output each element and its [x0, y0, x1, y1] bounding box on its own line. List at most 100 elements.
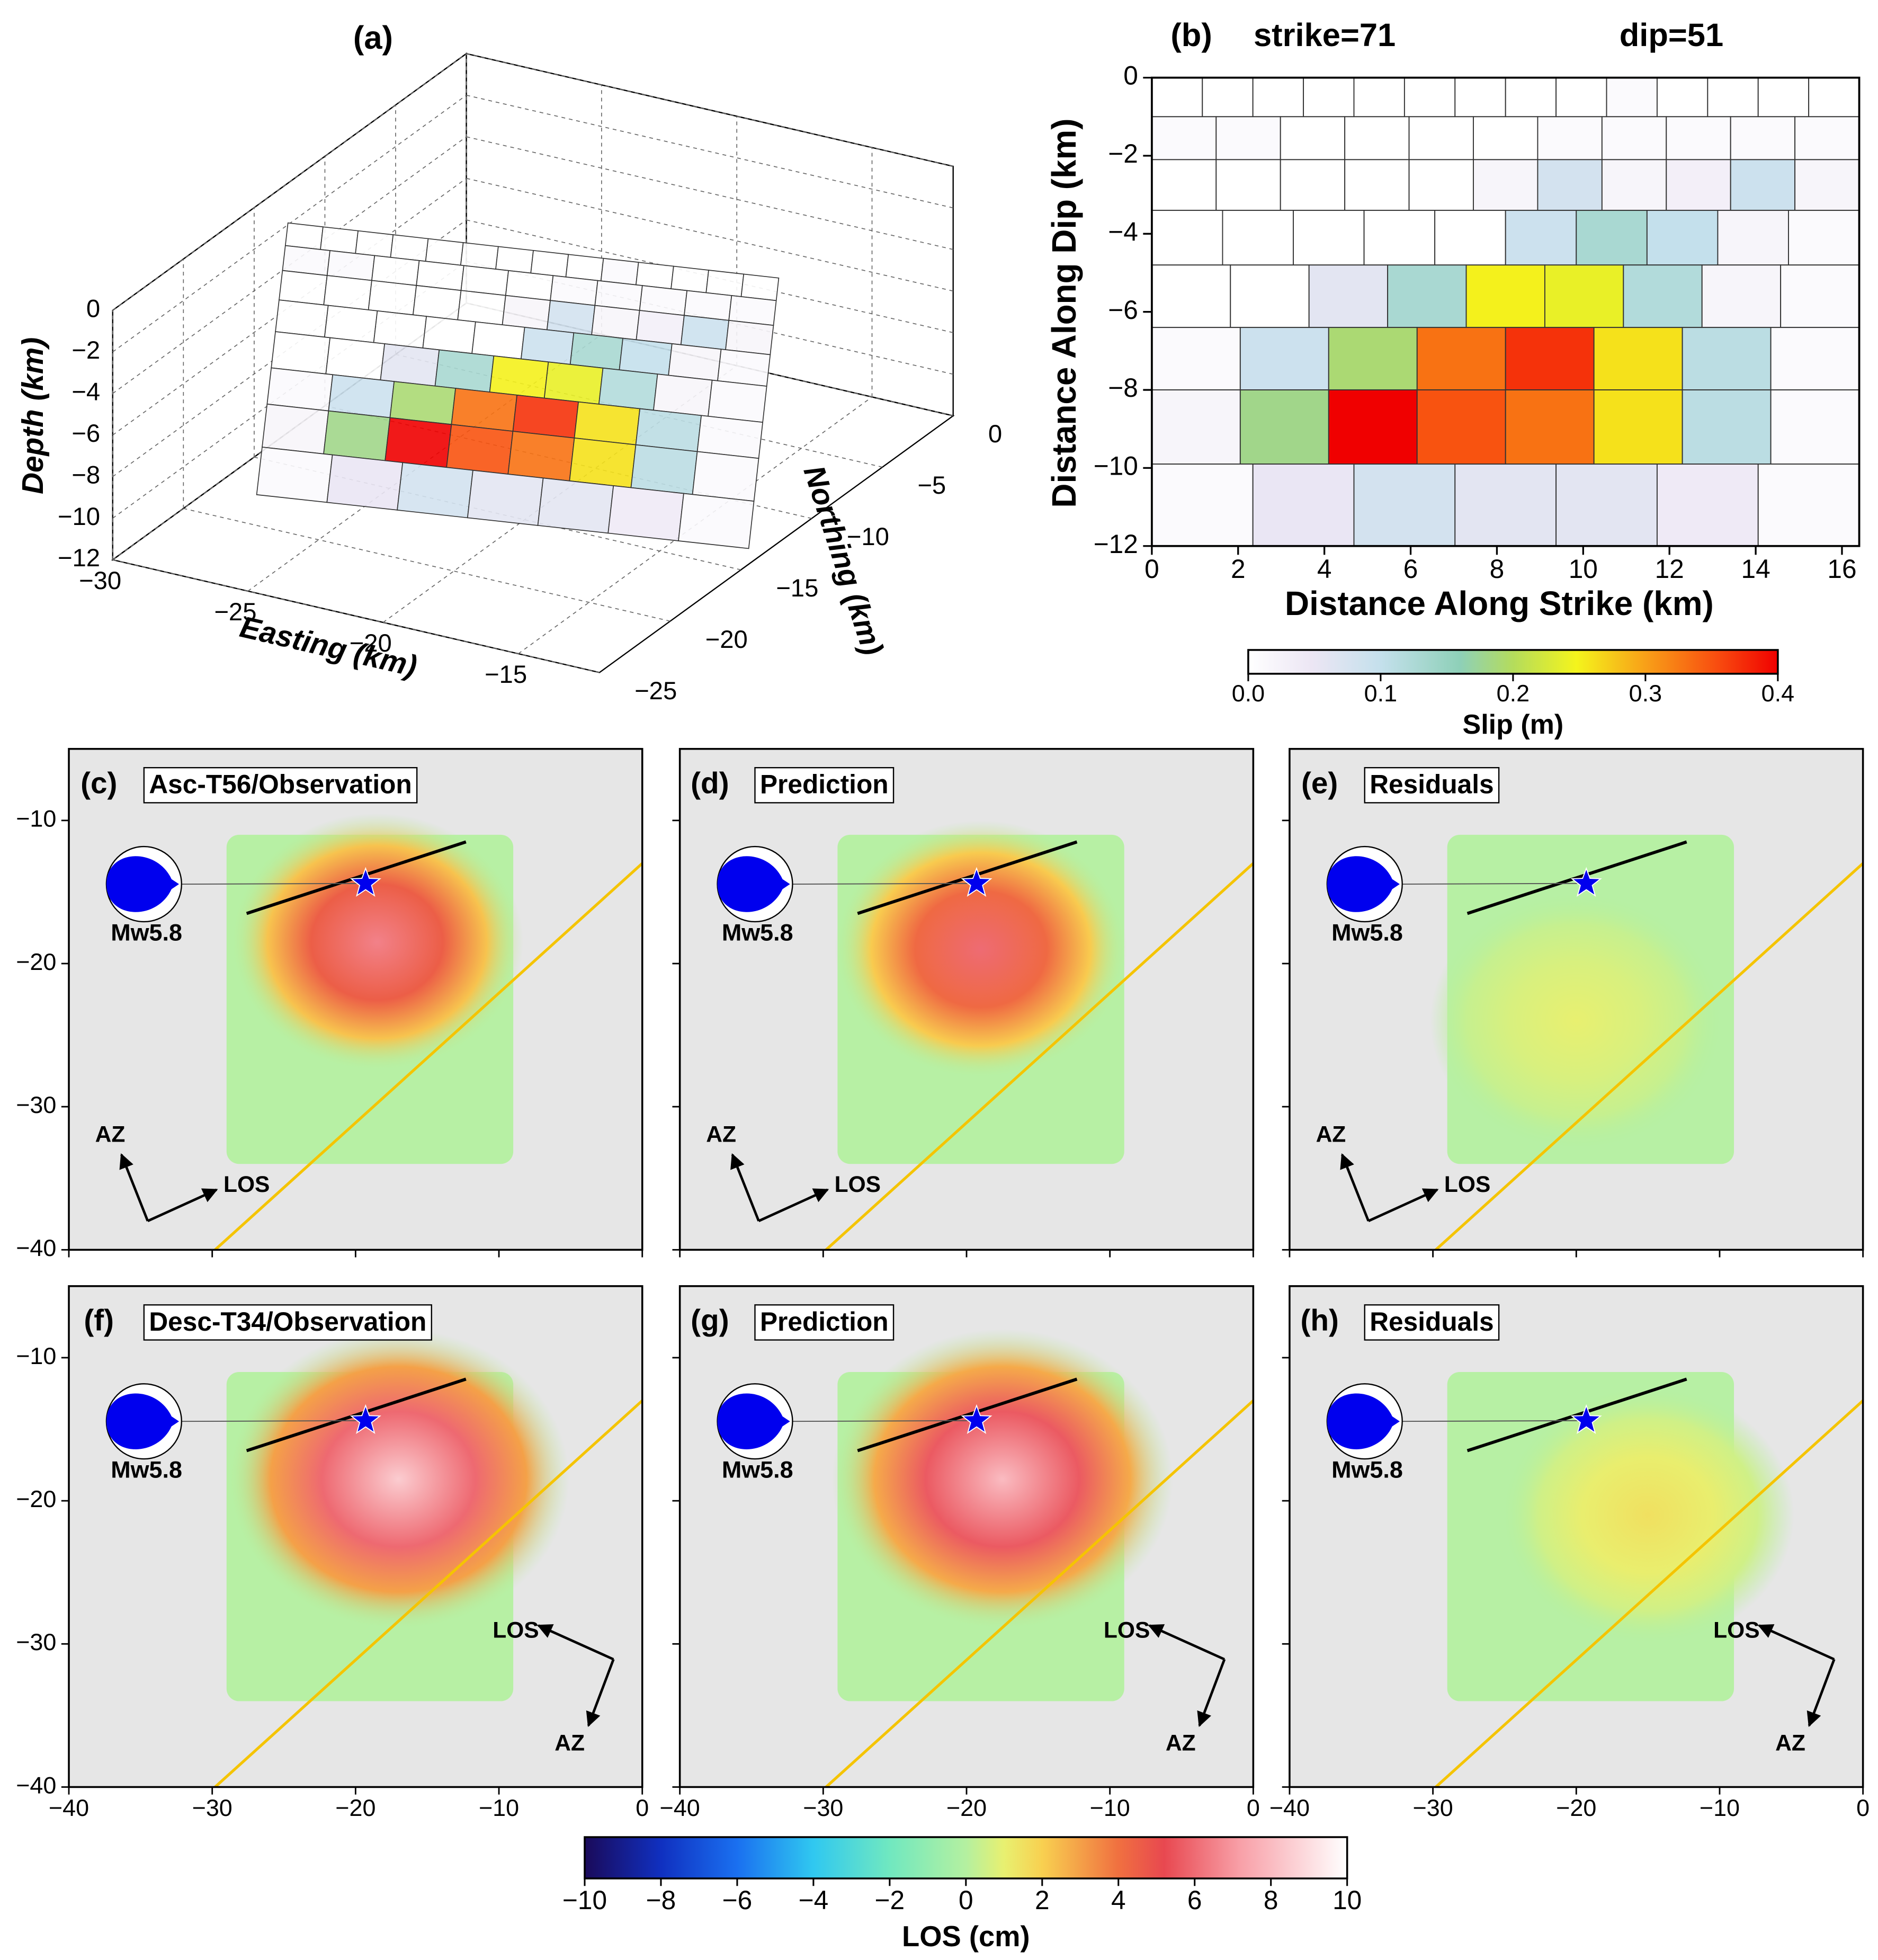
beachball-fill — [717, 856, 790, 912]
map-frame — [678, 747, 1255, 1251]
slip-patch-3d — [708, 379, 767, 423]
direction-arrow — [1340, 1153, 1370, 1222]
colorbar-tick-label: 8 — [1264, 1885, 1278, 1915]
slip-patch — [1308, 264, 1389, 328]
direction-arrow — [536, 1624, 614, 1661]
slip-patch-3d — [451, 388, 518, 432]
fault-trace — [1466, 840, 1687, 915]
yellow-line — [214, 1400, 642, 1787]
x-tick-label: −20 — [946, 1794, 987, 1821]
slip-patch-3d — [467, 469, 544, 526]
slip-patch-3d — [389, 381, 457, 425]
slip-patch — [1202, 77, 1254, 118]
slip-patch — [1344, 116, 1410, 161]
direction-label: LOS — [1713, 1618, 1759, 1643]
beachball-fill — [106, 1393, 180, 1449]
slip-patch — [1682, 389, 1772, 465]
direction-label: AZ — [1316, 1121, 1346, 1147]
y-tick-label: −5 — [917, 471, 946, 500]
slip-patch-3d — [460, 242, 499, 270]
direction-label: LOS — [493, 1618, 539, 1643]
beachball-fill — [717, 1393, 790, 1449]
slip-patch — [1454, 77, 1506, 118]
annotation: strike=71 — [1254, 17, 1396, 54]
slip-patch-3d — [512, 394, 579, 439]
slip-patch — [1328, 389, 1418, 465]
slip-patch-3d — [279, 270, 328, 306]
slip-patch — [1344, 159, 1410, 211]
slip-patch — [1537, 116, 1603, 161]
x-tick-label: 0 — [1144, 554, 1159, 584]
fault-trace — [857, 840, 1078, 915]
slip-patch — [1293, 210, 1365, 266]
slip-patch — [1473, 159, 1539, 211]
slip-patch — [1707, 77, 1759, 118]
colorbar-tick-label: −8 — [646, 1885, 676, 1915]
slip-patch — [1682, 327, 1772, 390]
slip-patch-3d — [446, 424, 514, 475]
direction-arrow — [758, 1188, 829, 1223]
x-tick-label: 6 — [1403, 554, 1418, 584]
beachball-fill — [106, 856, 180, 912]
panel-title: Desc-T34/Observation — [149, 1307, 426, 1337]
direction-arrow — [1148, 1624, 1225, 1661]
y-axis-label: Distance Along Dip (km) — [1045, 119, 1083, 508]
slip-patch-3d — [619, 337, 673, 376]
x-tick-label: 10 — [1569, 554, 1598, 584]
slip-patch — [1656, 77, 1709, 118]
map-panel: Mw5.8 AZ LOS (d) Prediction — [672, 747, 1255, 1258]
slip-patch — [1215, 116, 1281, 161]
z-tick-label: −2 — [71, 336, 100, 364]
slip-patch — [1505, 327, 1595, 390]
y-tick-label: −12 — [1094, 529, 1138, 559]
direction-label: AZ — [95, 1121, 126, 1147]
x-tick-label: −30 — [1413, 1794, 1453, 1821]
panel-label: (f) — [84, 1304, 114, 1337]
colorbar-tick-label: 4 — [1111, 1885, 1126, 1915]
colorbar-tick-label: −2 — [875, 1885, 905, 1915]
y-tick-label: −4 — [1108, 217, 1138, 246]
slip-patch-3d — [495, 246, 534, 274]
deformation-peak — [1501, 1386, 1794, 1644]
title-box — [1364, 1304, 1500, 1341]
slip-patch-3d — [569, 332, 624, 371]
z-tick-label: −6 — [71, 420, 100, 448]
slip-patch — [1280, 159, 1346, 211]
y-tick-label: −10 — [16, 805, 56, 832]
x-axis-label: Distance Along Strike (km) — [1285, 584, 1714, 622]
slip-patch — [1794, 116, 1860, 161]
colorbar-tick-label: 0 — [959, 1885, 973, 1915]
slip-patch-3d — [324, 305, 378, 343]
slip-patch-3d — [471, 321, 525, 360]
grid-line — [466, 94, 953, 209]
slip-patch — [1353, 77, 1405, 118]
direction-label: LOS — [835, 1172, 881, 1197]
map-content: Mw5.8 LOS AZ — [69, 1286, 642, 1787]
direction-arrow — [1197, 1659, 1226, 1727]
deformation-peak — [831, 1329, 1173, 1630]
panel-label: (e) — [1301, 767, 1338, 800]
magnitude-label: Mw5.8 — [722, 919, 793, 946]
yellow-line — [1435, 862, 1863, 1250]
slip-patch — [1666, 116, 1731, 161]
slip-patch — [1730, 159, 1796, 211]
slip-patch — [1555, 77, 1607, 118]
slip-patch — [1623, 264, 1703, 328]
slip-patch — [1593, 327, 1683, 390]
panel-label: (g) — [691, 1304, 729, 1337]
slip-patch-3d — [705, 270, 745, 297]
slip-patch — [1780, 264, 1860, 328]
x-tick-label: −20 — [335, 1794, 375, 1821]
slip-patch-3d — [507, 431, 575, 482]
z-tick-label: −10 — [58, 503, 100, 531]
panel-label: (b) — [1170, 17, 1212, 54]
slip-patch — [1151, 389, 1241, 465]
map-content: Mw5.8 LOS AZ — [1289, 1286, 1863, 1787]
slip-patch — [1215, 159, 1281, 211]
y-tick-label: −10 — [847, 523, 889, 551]
y-tick-label: −40 — [16, 1234, 56, 1261]
slip-patch — [1770, 389, 1860, 465]
slip-patch — [1808, 77, 1860, 118]
beachball-fill — [1327, 856, 1400, 912]
magnitude-label: Mw5.8 — [111, 919, 182, 946]
